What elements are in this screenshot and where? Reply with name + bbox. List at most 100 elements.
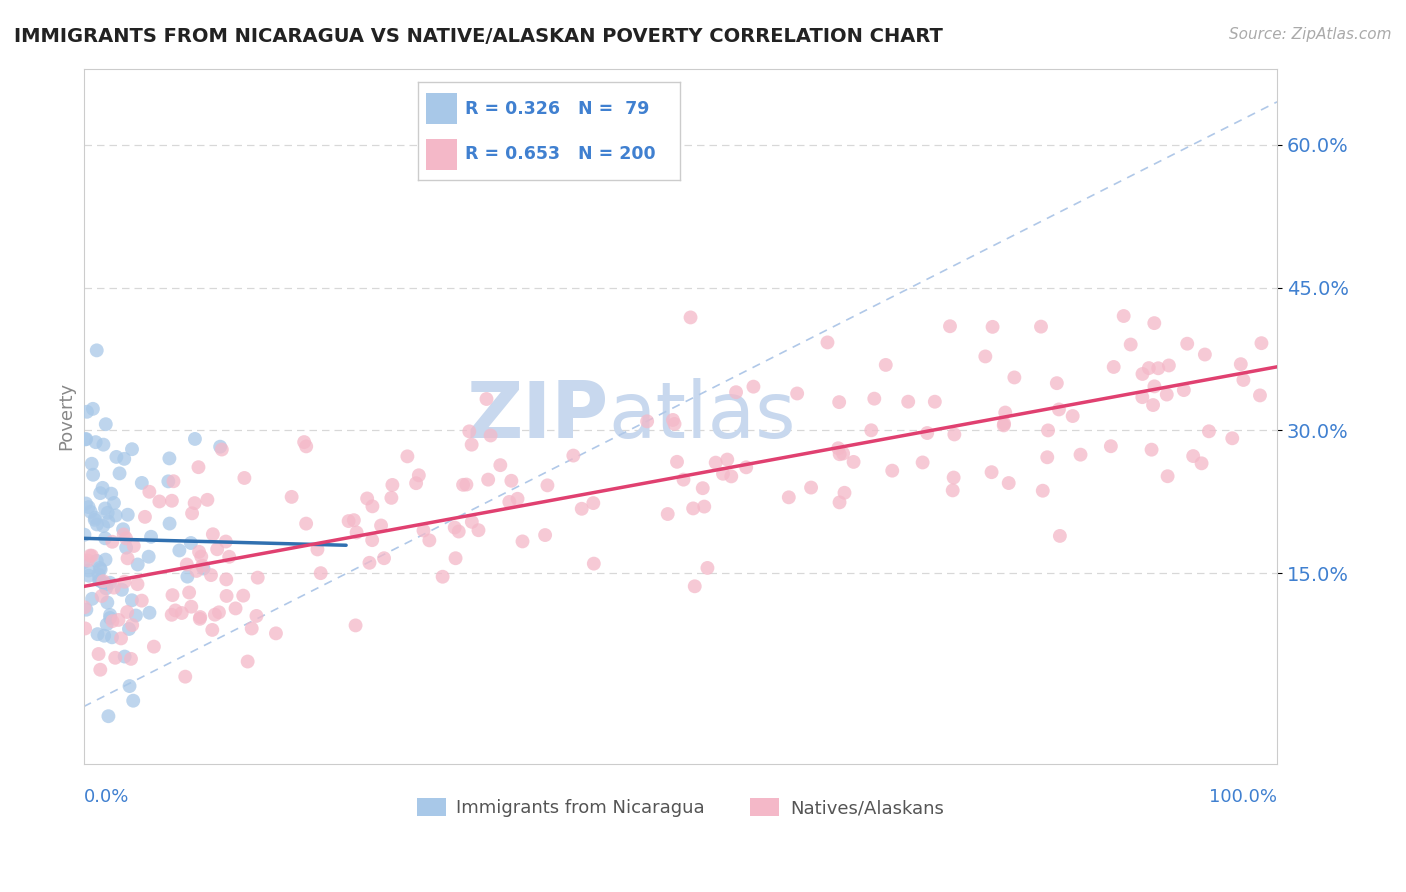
- Point: [142, 640, 165, 654]
- Point: [664, 417, 686, 431]
- Point: [359, 556, 381, 570]
- Point: [93, 437, 115, 451]
- Point: [188, 610, 211, 624]
- Point: [118, 679, 141, 693]
- Point: [77, 568, 100, 582]
- Point: [76, 553, 98, 567]
- Text: ZIP: ZIP: [467, 378, 609, 454]
- Point: [187, 460, 209, 475]
- Point: [115, 605, 138, 619]
- Point: [204, 607, 226, 622]
- Point: [86, 343, 108, 358]
- Point: [162, 475, 184, 489]
- Point: [100, 486, 122, 500]
- Point: [534, 528, 557, 542]
- Point: [83, 513, 105, 527]
- Point: [190, 549, 212, 564]
- Point: [170, 606, 193, 620]
- Point: [197, 492, 219, 507]
- Point: [343, 513, 366, 527]
- Point: [800, 481, 823, 495]
- Point: [882, 464, 904, 478]
- Y-axis label: Poverty: Poverty: [58, 382, 75, 450]
- Point: [91, 519, 114, 533]
- Point: [356, 491, 378, 506]
- Point: [157, 451, 180, 466]
- Point: [73, 600, 96, 615]
- Point: [94, 501, 117, 516]
- Point: [1029, 319, 1052, 334]
- Point: [176, 569, 198, 583]
- Point: [104, 650, 127, 665]
- Point: [112, 527, 135, 541]
- Point: [405, 476, 427, 491]
- Point: [188, 612, 211, 626]
- Point: [1232, 373, 1254, 387]
- Point: [84, 510, 107, 524]
- Point: [412, 524, 434, 538]
- Point: [114, 649, 136, 664]
- Point: [131, 593, 153, 607]
- Point: [169, 543, 191, 558]
- Point: [75, 496, 97, 510]
- Point: [94, 417, 117, 432]
- Point: [215, 573, 238, 587]
- Point: [79, 549, 101, 563]
- Point: [1175, 336, 1198, 351]
- Point: [679, 310, 702, 325]
- Point: [89, 663, 111, 677]
- Point: [181, 506, 204, 520]
- Point: [786, 386, 808, 401]
- Point: [943, 427, 966, 442]
- Point: [98, 611, 121, 625]
- Point: [93, 629, 115, 643]
- Point: [1032, 483, 1054, 498]
- Point: [636, 414, 658, 428]
- Point: [373, 551, 395, 566]
- Point: [683, 579, 706, 593]
- Point: [828, 395, 851, 409]
- Point: [432, 570, 454, 584]
- Point: [1173, 383, 1195, 397]
- Point: [1049, 529, 1071, 543]
- Point: [1250, 336, 1272, 351]
- Point: [101, 630, 124, 644]
- Point: [112, 451, 135, 466]
- Point: [84, 435, 107, 450]
- Point: [148, 494, 170, 508]
- Point: [97, 506, 120, 520]
- Point: [184, 432, 207, 446]
- Point: [101, 614, 124, 628]
- Point: [94, 582, 117, 596]
- Point: [408, 468, 430, 483]
- Point: [1249, 388, 1271, 402]
- Point: [82, 591, 104, 606]
- Point: [121, 618, 143, 632]
- Point: [174, 670, 197, 684]
- Point: [735, 460, 758, 475]
- Point: [111, 582, 134, 597]
- Point: [939, 319, 962, 334]
- Point: [1191, 456, 1213, 470]
- Point: [309, 566, 332, 581]
- Point: [380, 491, 402, 505]
- Point: [127, 577, 149, 591]
- Point: [180, 536, 202, 550]
- Point: [456, 477, 478, 491]
- Point: [778, 491, 800, 505]
- Point: [108, 467, 131, 481]
- Point: [295, 439, 318, 453]
- Point: [827, 442, 849, 456]
- Point: [94, 531, 117, 545]
- Point: [101, 534, 124, 549]
- Point: [1070, 448, 1092, 462]
- Point: [742, 379, 765, 393]
- Point: [103, 581, 125, 595]
- Point: [1119, 337, 1142, 351]
- Point: [981, 319, 1004, 334]
- Point: [160, 493, 183, 508]
- Point: [828, 495, 851, 509]
- Point: [942, 483, 965, 498]
- Point: [215, 589, 238, 603]
- Point: [980, 465, 1002, 479]
